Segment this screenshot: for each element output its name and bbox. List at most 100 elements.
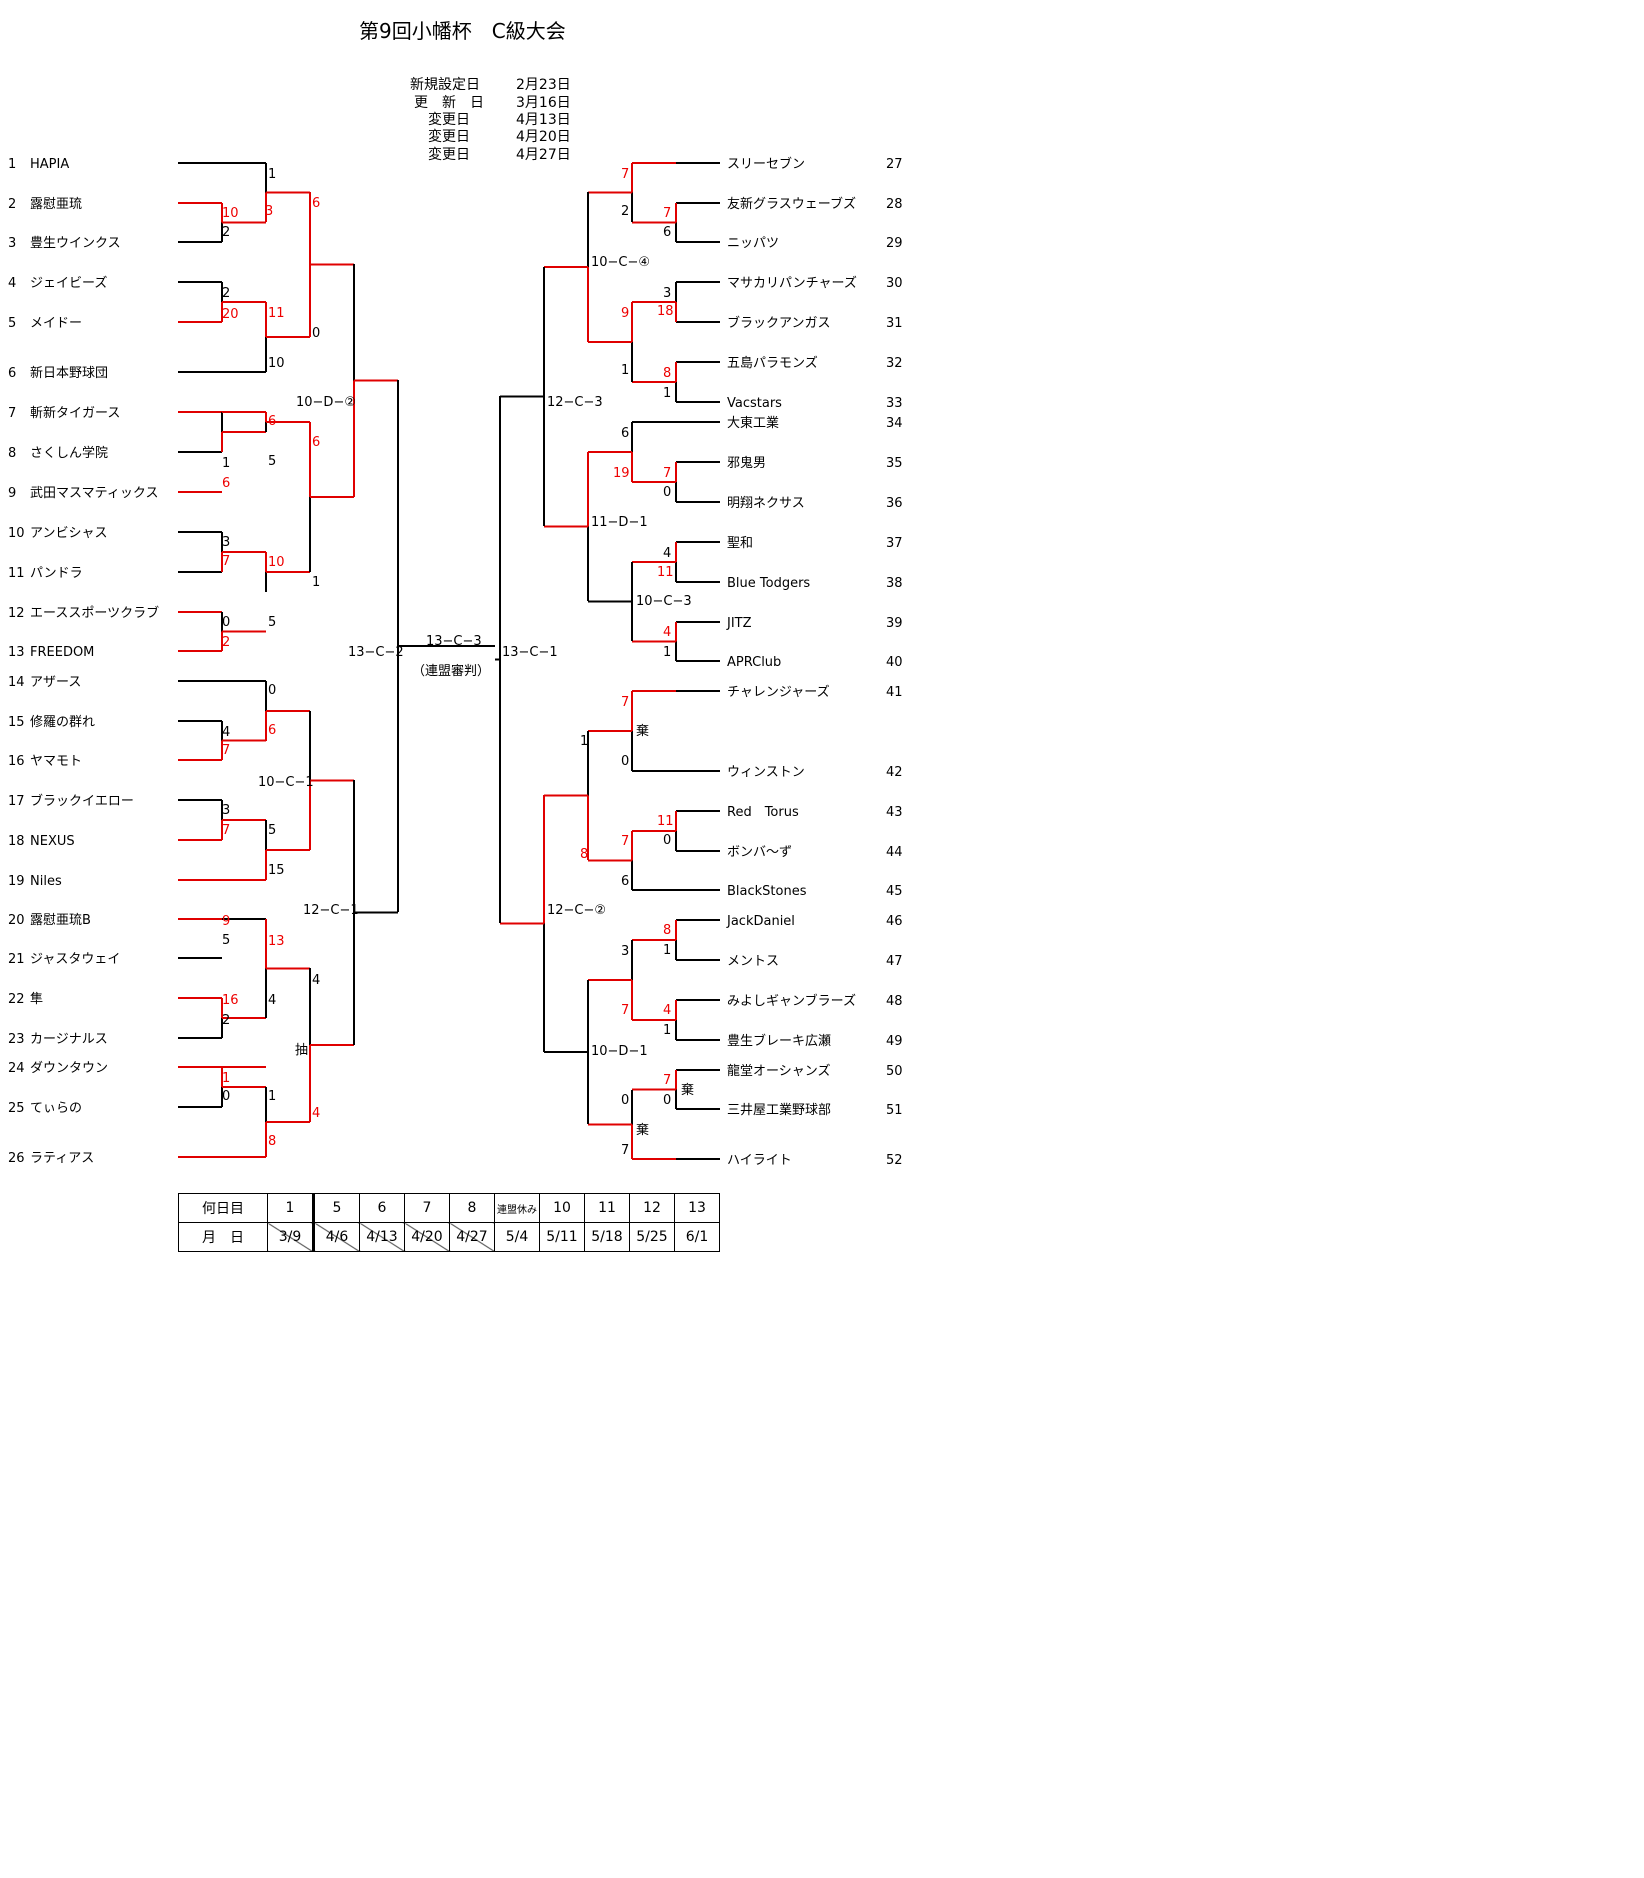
team-name: さくしん学院 — [30, 445, 108, 461]
team-number: 5 — [8, 316, 16, 331]
score: 4 — [312, 1106, 320, 1121]
score: 5 — [222, 933, 230, 948]
score: 10 — [268, 356, 285, 371]
score: 4 — [268, 993, 276, 1008]
team-name: Vacstars — [727, 396, 782, 411]
round-label: 10−D−1 — [591, 1044, 648, 1059]
score: 0 — [222, 1089, 230, 1104]
date-cell: 4/27 — [449, 1222, 495, 1252]
team-name: ウィンストン — [727, 765, 805, 780]
round-label: 10−C−④ — [591, 255, 650, 270]
team-number: 37 — [886, 536, 903, 551]
team-name: マサカリパンチャーズ — [727, 275, 857, 291]
team-name: てぃらの — [30, 1101, 82, 1116]
team-number: 43 — [886, 805, 903, 820]
team-name: アンビシャス — [30, 526, 107, 541]
score: 0 — [663, 485, 671, 500]
team-number: 47 — [886, 954, 903, 969]
round-cell: 7 — [404, 1193, 450, 1223]
date-cell: 5/4 — [494, 1222, 540, 1252]
forfeit-note: 棄 — [681, 1083, 694, 1098]
round-cell: 6 — [359, 1193, 405, 1223]
round-cell: 10 — [539, 1193, 585, 1223]
score: 7 — [222, 823, 230, 838]
score: 10 — [268, 555, 285, 570]
team-name: 龍堂オーシャンズ — [727, 1063, 830, 1079]
team-number: 33 — [886, 396, 903, 411]
score: 6 — [312, 435, 320, 450]
score: 7 — [222, 743, 230, 758]
team-number: 22 — [8, 992, 25, 1007]
forfeit-note: 棄 — [636, 724, 649, 739]
score: 10 — [222, 206, 239, 221]
team-name: 邪鬼男 — [727, 455, 766, 471]
team-number: 17 — [8, 794, 25, 809]
team-name: 新日本野球団 — [30, 365, 108, 381]
team-number: 41 — [886, 685, 903, 700]
team-name: HAPIA — [30, 157, 69, 172]
team-name: メントス — [727, 954, 779, 969]
score: 3 — [663, 286, 671, 301]
score: 1 — [663, 645, 671, 660]
team-number: 44 — [886, 845, 903, 860]
round-label: 12−C−3 — [547, 395, 603, 410]
round-label: 10−C−3 — [636, 594, 692, 609]
team-name: チャレンジャーズ — [727, 684, 830, 700]
team-name: ブラックイエロー — [30, 793, 134, 809]
score: 1 — [222, 1071, 230, 1086]
schedule-table: 何日目 1 5 6 7 8 連盟休み 10 11 12 13 月 日 3/9 4… — [178, 1193, 720, 1252]
team-number: 50 — [886, 1064, 903, 1079]
round-label: 13−C−2 — [348, 645, 404, 660]
team-number: 51 — [886, 1103, 903, 1118]
score: 7 — [621, 1003, 629, 1018]
team-name: メイドー — [30, 316, 82, 331]
score: 19 — [613, 466, 630, 481]
team-number: 24 — [8, 1061, 25, 1076]
score: 7 — [663, 1073, 671, 1088]
date-cell: 4/6 — [312, 1222, 360, 1252]
team-name: Niles — [30, 874, 62, 889]
team-name: ラティアス — [30, 1151, 94, 1166]
score: 1 — [663, 386, 671, 401]
score: 4 — [222, 725, 230, 740]
team-name: JackDaniel — [726, 914, 795, 929]
round-label: 12−C−1 — [303, 903, 359, 918]
update-date: 4月27日 — [516, 147, 571, 163]
team-name: ヤマモト — [30, 754, 82, 769]
round-label: 13−C−1 — [502, 645, 558, 660]
score: 6 — [222, 476, 230, 491]
score: 13 — [268, 934, 285, 949]
round-label: 10−C−1 — [258, 775, 314, 790]
update-label: 変更日 — [428, 128, 470, 145]
score: 11 — [657, 565, 674, 580]
score: 0 — [312, 326, 320, 341]
score: 7 — [621, 834, 629, 849]
team-number: 48 — [886, 994, 903, 1009]
team-number: 32 — [886, 356, 903, 371]
page-title: 第9回小幡杯 C級大会 — [359, 19, 566, 43]
team-number: 31 — [886, 316, 903, 331]
team-number: 12 — [8, 606, 25, 621]
score: 4 — [663, 546, 671, 561]
team-name: ボンバ～ず — [727, 845, 792, 860]
round-cell: 1 — [267, 1193, 314, 1223]
team-number: 34 — [886, 416, 903, 431]
team-name: ジェイビーズ — [30, 275, 107, 291]
score: 3 — [265, 204, 273, 219]
team-name: 大東工業 — [727, 415, 779, 431]
score: 8 — [663, 366, 671, 381]
score: 6 — [663, 225, 671, 240]
team-number: 25 — [8, 1101, 25, 1116]
date-cell: 5/25 — [629, 1222, 675, 1252]
team-name: エーススポーツクラブ — [30, 605, 159, 621]
team-name: 露慰亜琉 — [30, 197, 82, 212]
lottery-note: 抽 — [295, 1043, 308, 1058]
round-label: 12−C−② — [547, 903, 606, 918]
final-label: 13−C−3 — [426, 634, 482, 649]
round-labels: 10−D−② 10−C−1 12−C−1 13−C−2 13−C−3 （連盟審判… — [258, 255, 694, 1138]
team-name: NEXUS — [30, 834, 75, 849]
score: 1 — [621, 363, 629, 378]
team-name: 武田マスマティックス — [30, 486, 158, 501]
date-cell: 3/9 — [267, 1222, 314, 1252]
